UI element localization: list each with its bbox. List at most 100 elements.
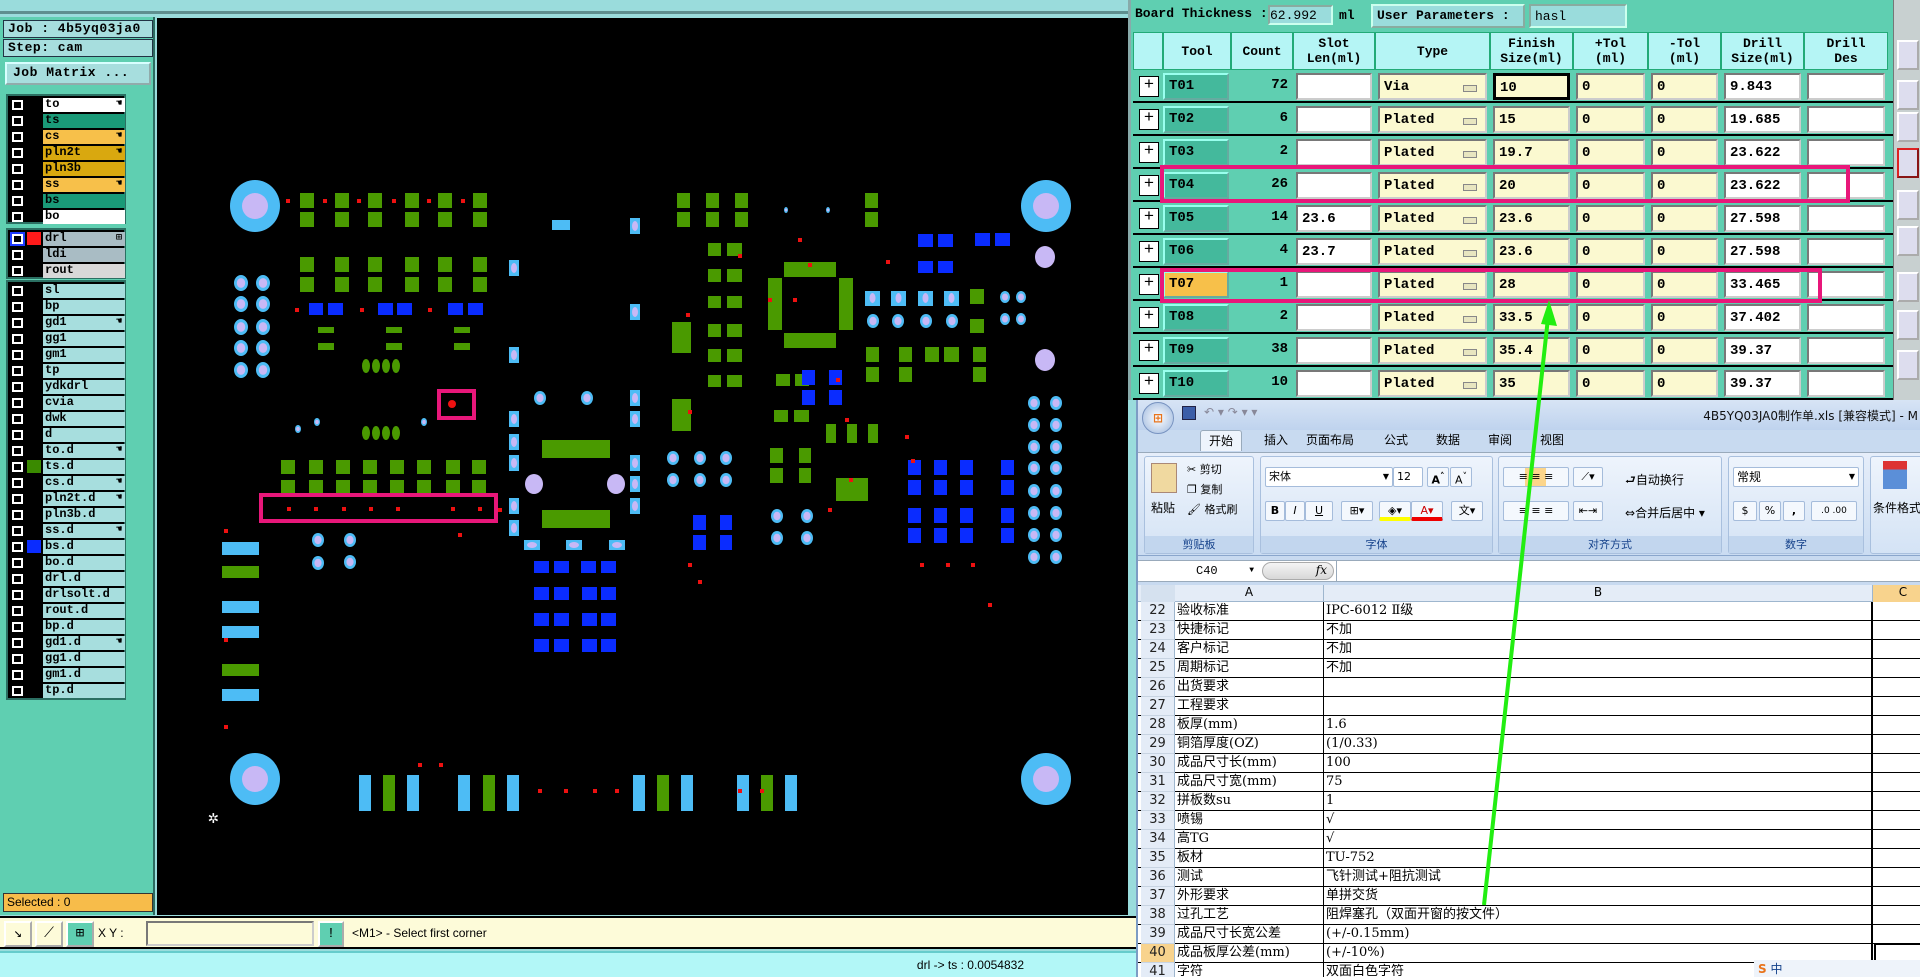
layer-checkbox[interactable]	[12, 686, 23, 696]
ribbon-tab[interactable]: 页面布局	[1306, 433, 1355, 447]
layer-checkbox[interactable]	[12, 494, 23, 504]
conditional-format-button[interactable]: 条件格式	[1873, 501, 1920, 515]
layer-checkbox[interactable]	[12, 100, 23, 110]
type-field[interactable]: Via	[1378, 73, 1487, 100]
layer-checkbox[interactable]	[12, 164, 23, 174]
column-header[interactable]: Tool	[1163, 32, 1231, 70]
layer-checkbox[interactable]	[12, 212, 23, 222]
layer-name[interactable]: ss ☚	[43, 178, 125, 192]
expand-icon[interactable]: +	[1139, 76, 1159, 97]
merge-center-button[interactable]: ⇔合并后居中 ▾	[1625, 506, 1705, 520]
cell-a[interactable]: 板厚(mm)	[1175, 716, 1324, 735]
cell-a[interactable]: 铜箔厚度(OZ)	[1175, 735, 1324, 754]
office-button[interactable]: ⊞	[1142, 402, 1174, 434]
layer-name[interactable]: drl ⊞	[43, 232, 125, 246]
layer-checkbox[interactable]	[12, 462, 23, 472]
insert-function-button[interactable]: fx	[1262, 562, 1334, 580]
layer-row-cs[interactable]: cs ☚	[8, 129, 125, 145]
cell-a[interactable]: 板材	[1175, 849, 1324, 868]
board-thickness-input[interactable]	[1268, 5, 1333, 25]
cell-b[interactable]: (+/-10%)	[1324, 944, 1873, 963]
row-header[interactable]: 39	[1141, 925, 1175, 944]
layer-row-d[interactable]: d	[8, 427, 125, 443]
side-tool-button[interactable]	[1897, 190, 1919, 220]
tool-button[interactable]: T10	[1163, 370, 1229, 397]
column-header-c[interactable]: C	[1873, 585, 1920, 602]
layer-row-pln2t[interactable]: pln2t ☚	[8, 145, 125, 161]
slot-field[interactable]: 23.6	[1296, 205, 1372, 232]
cell-a[interactable]: 字符	[1175, 963, 1324, 977]
ptol-field[interactable]: 0	[1576, 172, 1645, 199]
layer-checkbox[interactable]	[12, 250, 23, 260]
side-tool-button[interactable]	[1897, 272, 1919, 302]
layer-checkbox[interactable]	[12, 590, 23, 600]
slot-field[interactable]	[1296, 139, 1372, 166]
column-header[interactable]: Finish Size(ml)	[1490, 32, 1573, 70]
cell-b[interactable]: √	[1324, 811, 1873, 830]
side-tool-button[interactable]	[1897, 310, 1919, 340]
layer-row-drl.d[interactable]: drl.d	[8, 571, 125, 587]
layer-checkbox[interactable]	[12, 478, 23, 488]
drill-field[interactable]: 23.622	[1724, 172, 1801, 199]
slot-field[interactable]	[1296, 271, 1372, 298]
ribbon-tab[interactable]: 公式	[1384, 433, 1409, 447]
cell-b[interactable]: IPC-6012 Ⅱ级	[1324, 602, 1873, 621]
layer-checkbox[interactable]	[12, 558, 23, 568]
layer-checkbox[interactable]	[12, 622, 23, 632]
layer-name[interactable]: ydkdrl	[43, 380, 125, 394]
name-box[interactable]: C40 ▼	[1138, 561, 1258, 581]
cell-a[interactable]: 工程要求	[1175, 697, 1324, 716]
orientation-button[interactable]: ⟋▾	[1573, 467, 1603, 487]
layer-name[interactable]: pln3b	[43, 162, 125, 176]
finish-field[interactable]: 20	[1493, 172, 1570, 199]
percent-button[interactable]: %	[1759, 501, 1781, 521]
xy-input[interactable]	[146, 921, 314, 946]
ribbon-tab[interactable]: 视图	[1540, 433, 1565, 447]
side-tool-button[interactable]	[1897, 148, 1919, 178]
cell-a[interactable]: 拼板数su	[1175, 792, 1324, 811]
layer-row-to[interactable]: to ☚	[8, 97, 125, 113]
layer-checkbox[interactable]	[12, 654, 23, 664]
row-header[interactable]: 40	[1141, 944, 1175, 963]
layer-checkbox[interactable]	[12, 334, 23, 344]
row-header[interactable]: 31	[1141, 773, 1175, 792]
layer-checkbox[interactable]	[12, 350, 23, 360]
layer-checkbox[interactable]	[12, 430, 23, 440]
layer-row-pln3b[interactable]: pln3b	[8, 161, 125, 177]
row-header[interactable]: 25	[1141, 659, 1175, 678]
column-header-a[interactable]: A	[1175, 585, 1324, 602]
drill-field[interactable]: 39.37	[1724, 370, 1801, 397]
tool-button[interactable]: T07	[1163, 271, 1229, 298]
layer-row-ss[interactable]: ss ☚	[8, 177, 125, 193]
column-header[interactable]: +Tol (ml)	[1573, 32, 1648, 70]
layer-name[interactable]: cs.d ☚	[43, 476, 125, 490]
expand-icon[interactable]: +	[1139, 307, 1159, 328]
expand-icon[interactable]: +	[1139, 373, 1159, 394]
font-color-button[interactable]: A▾	[1411, 501, 1443, 521]
layer-checkbox[interactable]	[12, 670, 23, 680]
tool-button[interactable]: T06	[1163, 238, 1229, 265]
layer-name[interactable]: sl	[43, 284, 125, 298]
row-header[interactable]: 24	[1141, 640, 1175, 659]
side-tool-button[interactable]	[1897, 40, 1919, 70]
layer-row-bo.d[interactable]: bo.d	[8, 555, 125, 571]
type-field[interactable]: Plated	[1378, 370, 1487, 397]
fill-color-button[interactable]: ◈▾	[1379, 501, 1411, 521]
layer-row-rout[interactable]: rout	[8, 263, 125, 279]
layer-name[interactable]: drl.d	[43, 572, 125, 586]
undo-redo-icons[interactable]: ↶ ▾ ↷ ▾ ▾	[1204, 405, 1258, 419]
expand-icon[interactable]: +	[1139, 175, 1159, 196]
layer-row-sl[interactable]: sl	[8, 283, 125, 299]
ptol-field[interactable]: 0	[1576, 304, 1645, 331]
layer-name[interactable]: ldi	[43, 248, 125, 262]
slot-field[interactable]	[1296, 370, 1372, 397]
tool-button[interactable]: T04	[1163, 172, 1229, 199]
finish-field[interactable]: 33.5	[1493, 304, 1570, 331]
layer-name[interactable]: rout.d	[43, 604, 125, 618]
layer-row-gm1[interactable]: gm1	[8, 347, 125, 363]
side-tool-button[interactable]	[1897, 226, 1919, 256]
cell-b[interactable]: TU-752	[1324, 849, 1873, 868]
type-field[interactable]: Plated	[1378, 304, 1487, 331]
des-field[interactable]	[1807, 238, 1885, 265]
cell-b[interactable]: 100	[1324, 754, 1873, 773]
